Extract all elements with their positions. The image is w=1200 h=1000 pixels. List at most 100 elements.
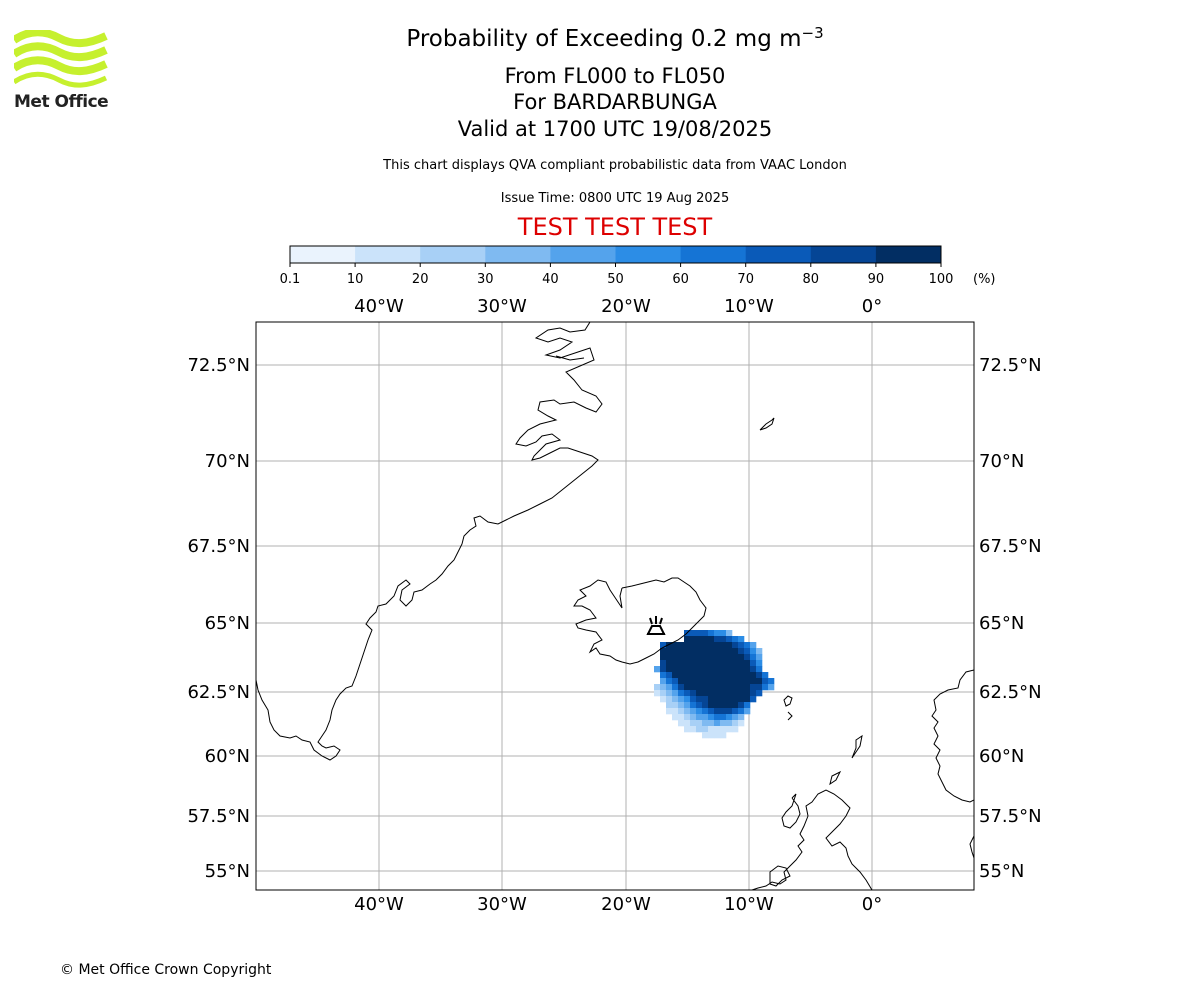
ash-probability-cell [738, 720, 745, 727]
ash-probability-cell [744, 684, 751, 691]
ash-probability-cell [726, 696, 733, 703]
ash-probability-cell [678, 678, 685, 685]
ash-probability-cell [726, 630, 733, 637]
ash-probability-cell [666, 648, 673, 655]
ash-probability-cell [702, 672, 709, 679]
ash-probability-cell [678, 696, 685, 703]
ash-probability-cell [672, 648, 679, 655]
colorbar-cell [290, 246, 356, 263]
ash-probability-cell [684, 642, 691, 649]
latitude-label: 57.5°N [187, 806, 250, 827]
ash-probability-cell [702, 654, 709, 661]
ash-probability-cell [666, 642, 673, 649]
ash-probability-cell [708, 660, 715, 667]
ash-probability-cell [738, 660, 745, 667]
ash-probability-cell [744, 672, 751, 679]
ash-probability-cell [672, 702, 679, 709]
ash-probability-cell [708, 630, 715, 637]
copyright-notice: © Met Office Crown Copyright [60, 962, 272, 978]
ash-probability-cell [738, 642, 745, 649]
ash-probability-cell [738, 696, 745, 703]
ash-probability-cell [696, 708, 703, 715]
colorbar-ticks: 0.1 10 20 30 40 50 60 70 80 90 100 [280, 263, 953, 287]
ash-probability-cell [708, 696, 715, 703]
ash-probability-cell [708, 654, 715, 661]
ash-probability-cell [690, 720, 697, 727]
ash-probability-cell [696, 726, 703, 733]
ash-probability-cell [702, 636, 709, 643]
ash-probability-cell [714, 702, 721, 709]
ash-probability-cell [678, 672, 685, 679]
ash-probability-cell [702, 684, 709, 691]
colorbar-cell [485, 246, 551, 263]
ash-probability-cell [672, 678, 679, 685]
ash-probability-cell [702, 648, 709, 655]
ash-probability-cell [654, 666, 661, 673]
ash-probability-cell [750, 648, 757, 655]
ash-probability-cell [684, 726, 691, 733]
ash-probability-cell [672, 666, 679, 673]
ash-probability-cell [666, 660, 673, 667]
ash-probability-cell [750, 666, 757, 673]
chart-title-exponent: −3 [801, 24, 824, 42]
ash-probability-cell [726, 690, 733, 697]
ash-probability-cell [684, 696, 691, 703]
ash-probability-cell [708, 726, 715, 733]
ash-probability-cell [660, 672, 667, 679]
ash-probability-cell [672, 690, 679, 697]
latitude-label: 70°N [205, 451, 250, 472]
ash-probability-cell [702, 642, 709, 649]
ash-probability-cell [750, 660, 757, 667]
ash-probability-cell [708, 636, 715, 643]
ash-probability-cell [768, 678, 775, 685]
ash-probability-cell [708, 702, 715, 709]
ash-probability-cell [750, 672, 757, 679]
coastline-norway-south [969, 835, 974, 859]
ash-probability-cell [726, 714, 733, 721]
ash-probability-cell [738, 708, 745, 715]
ash-probability-cell [684, 720, 691, 727]
latitude-labels-left: 72.5°N 70°N 67.5°N 65°N 62.5°N 60°N 57.5°N 55°N [187, 355, 250, 882]
ash-probability-cell [690, 678, 697, 685]
ash-probability-cell [684, 672, 691, 679]
ash-probability-cell [756, 672, 763, 679]
colorbar-cell [550, 246, 616, 263]
ash-probability-cell [720, 732, 727, 739]
ash-probability-cell [732, 690, 739, 697]
ash-probability-cell [690, 684, 697, 691]
ash-probability-cell [690, 702, 697, 709]
ash-probability-cell [726, 720, 733, 727]
ash-probability-cell [696, 720, 703, 727]
ash-probability-cell [684, 690, 691, 697]
colorbar-tick-label: 10 [347, 272, 364, 287]
longitude-labels-top: 40°W 30°W 20°W 10°W 0° [354, 296, 882, 317]
ash-probability-cell [714, 642, 721, 649]
ash-probability-cell [732, 642, 739, 649]
coastlines [256, 322, 974, 890]
latitude-labels-right: 72.5°N 70°N 67.5°N 65°N 62.5°N 60°N 57.5°N 55°N [979, 355, 1042, 882]
ash-probability-cell [660, 660, 667, 667]
ash-probability-cell [732, 648, 739, 655]
ash-probability-cell [738, 654, 745, 661]
ash-probability-cell [654, 684, 661, 691]
ash-probability-cell [732, 708, 739, 715]
colorbar-cell [615, 246, 682, 263]
colorbar-cells [290, 246, 942, 263]
ash-probability-cell [672, 672, 679, 679]
ash-probability-cell [660, 696, 667, 703]
ash-probability-cell [720, 702, 727, 709]
ash-probability-cell [690, 690, 697, 697]
colorbar-tick-label: 60 [672, 272, 689, 287]
ash-probability-cell [738, 672, 745, 679]
longitude-label: 0° [862, 296, 882, 317]
ash-probability-cell [690, 726, 697, 733]
ash-probability-cell [678, 660, 685, 667]
ash-probability-cell [666, 666, 673, 673]
ash-probability-cell [690, 630, 697, 637]
ash-probability-cell [726, 636, 733, 643]
ash-probability-cell [756, 648, 763, 655]
latitude-label: 67.5°N [979, 536, 1042, 557]
ash-probability-cell [744, 696, 751, 703]
ash-probability-cell [720, 642, 727, 649]
colorbar-tick-label: 80 [803, 272, 820, 287]
